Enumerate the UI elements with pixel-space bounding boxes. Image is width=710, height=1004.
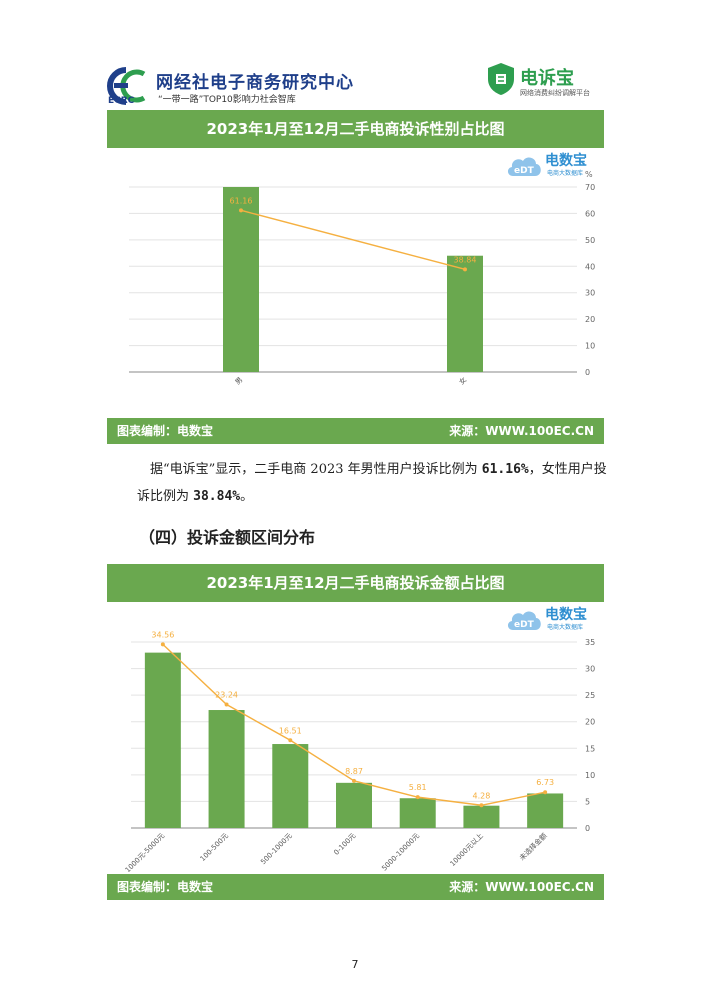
- chart2-plot: 0 5 10 15 20 25 30 35 1000元-5000元 100-500元 500-100…: [124, 630, 595, 872]
- para-male-value: 61.16%: [481, 462, 529, 477]
- watermark-logo: eDT 电数宝 电商大数据库: [505, 150, 601, 180]
- watermark-subtitle: 电商大数据库: [547, 624, 584, 631]
- dsb-name: 电诉宝: [520, 68, 574, 89]
- org-name: 网经社电子商务研究中心: [156, 73, 354, 93]
- x-tick-label: 5000-10000元: [380, 832, 421, 872]
- ecrc-header: 网经社电子商务研究中心 “一带一路”TOP10影响力社会智库 ECRC: [106, 66, 356, 110]
- page-number: 7: [351, 958, 359, 971]
- chart2-footer-credit: 图表编制：电数宝: [117, 880, 214, 894]
- svg-text:eDT: eDT: [514, 620, 535, 630]
- x-tick-label: 男: [234, 376, 245, 387]
- y-tick-label: 30: [585, 665, 595, 674]
- data-label: 16.51: [279, 726, 302, 735]
- chart1-plot: 0 10 20 30 40 50 60 70% 男 女 61.16 38.84: [129, 170, 595, 387]
- y-tick-label: 20: [585, 718, 595, 727]
- watermark-logo: eDT 电数宝 电商大数据库: [505, 604, 601, 634]
- y-tick-label: 20: [585, 315, 595, 324]
- bar: [399, 798, 436, 828]
- x-tick-label: 未选择金额: [517, 831, 548, 862]
- y-tick-label: 15: [585, 744, 595, 753]
- cloud-icon: eDT: [507, 611, 541, 630]
- y-tick-label: 60: [585, 209, 595, 218]
- line-point: [415, 795, 420, 800]
- x-tick-label: 1000元-5000元: [124, 832, 167, 872]
- dsb-header-logo: 电诉宝 网络消费纠纷调解平台: [486, 62, 606, 102]
- chart2-header: 2023年1月至12月二手电商投诉金额占比图: [107, 564, 604, 602]
- chart2-footer-source: 来源：WWW.100EC.CN: [449, 880, 594, 894]
- para-text-2: ，女性用户投诉比例为: [137, 462, 607, 504]
- data-label: 4.28: [473, 791, 491, 800]
- shield-icon: [488, 63, 514, 95]
- y-tick-label: 0: [585, 368, 590, 377]
- data-label: 5.81: [409, 783, 427, 792]
- bar: [223, 187, 259, 372]
- bar: [272, 744, 309, 828]
- section-title: （四）投诉金额区间分布: [139, 528, 316, 547]
- x-tick-label: 10000元以上: [448, 831, 485, 868]
- cloud-icon: eDT: [507, 157, 541, 176]
- svg-text:eDT: eDT: [514, 166, 535, 176]
- y-tick-label: 30: [585, 289, 595, 298]
- y-tick-label: 0: [585, 824, 590, 833]
- y-tick-label: 5: [585, 797, 590, 806]
- line-point: [479, 803, 484, 808]
- watermark-name: 电数宝: [545, 607, 587, 623]
- bar: [208, 710, 245, 828]
- data-label: 38.84: [454, 255, 477, 264]
- data-label: 34.56: [151, 630, 174, 639]
- chart2-footer: 图表编制：电数宝 来源：WWW.100EC.CN: [107, 874, 604, 900]
- series-line: [240, 209, 466, 271]
- para-text-1: 据“电诉宝”显示，二手电商 2023 年男性用户投诉比例为: [150, 462, 482, 477]
- y-tick-label: 10: [585, 771, 595, 780]
- data-label: 8.87: [345, 767, 363, 776]
- x-tick-label: 0-100元: [332, 832, 357, 857]
- line-point: [463, 267, 467, 272]
- org-slogan: “一带一路”TOP10影响力社会智库: [158, 95, 296, 105]
- para-female-value: 38.84%: [193, 489, 241, 504]
- chart1-footer-source: 来源：WWW.100EC.CN: [449, 424, 594, 438]
- dsb-subtitle: 网络消费纠纷调解平台: [520, 89, 590, 97]
- y-tick-label: 40: [585, 262, 595, 271]
- x-tick-label: 500-1000元: [259, 832, 293, 866]
- line-point: [239, 208, 243, 213]
- y-tick-label: 70: [585, 183, 595, 192]
- watermark-name: 电数宝: [545, 153, 587, 169]
- line-point: [352, 778, 356, 783]
- chart1-footer-credit: 图表编制：电数宝: [117, 424, 214, 438]
- y-tick-label: 25: [585, 691, 595, 700]
- data-label: 6.73: [536, 778, 554, 787]
- bar: [447, 255, 483, 372]
- ecrc-label: ECRC: [108, 96, 135, 106]
- bar: [463, 805, 500, 828]
- body-paragraph: 据“电诉宝”显示，二手电商 2023 年男性用户投诉比例为 61.16%，女性用…: [137, 456, 607, 510]
- line-point: [160, 642, 165, 647]
- bar: [144, 652, 181, 828]
- line-point: [543, 790, 548, 795]
- line-point: [288, 738, 293, 743]
- x-tick-label: 女: [457, 375, 468, 386]
- line-point: [224, 702, 229, 707]
- para-text-3: 。: [240, 489, 254, 504]
- y-tick-label: 50: [585, 236, 595, 245]
- data-label: 23.24: [215, 690, 238, 699]
- ecrc-logo-icon: [107, 67, 146, 105]
- y-axis-unit: %: [585, 170, 593, 179]
- y-tick-label: 35: [585, 638, 595, 647]
- bar: [527, 793, 564, 828]
- watermark-subtitle: 电商大数据库: [547, 170, 584, 177]
- bar: [336, 782, 372, 828]
- x-tick-label: 100-500元: [199, 832, 230, 863]
- chart1-footer: 图表编制：电数宝 来源：WWW.100EC.CN: [107, 418, 604, 444]
- chart1-header: 2023年1月至12月二手电商投诉性别占比图: [107, 110, 604, 148]
- data-label: 61.16: [230, 196, 253, 205]
- y-tick-label: 10: [585, 342, 595, 351]
